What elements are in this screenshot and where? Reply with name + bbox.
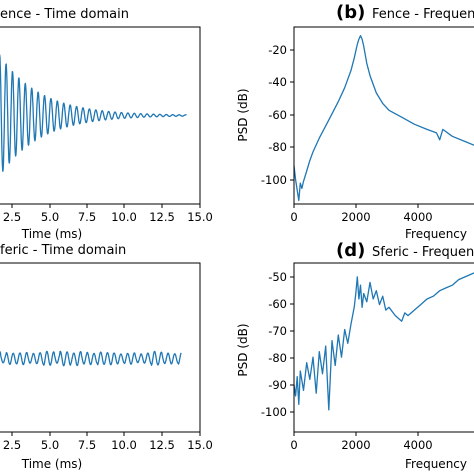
panel-c-xtick-label: 7.5 — [78, 438, 96, 452]
panel-a-xtick-label: 12.5 — [149, 210, 175, 224]
panel-c-xtick-label: 15.0 — [187, 438, 213, 452]
panel-c: feric - Time domain 2.5 5.0 7.5 10.0 12.… — [0, 243, 213, 471]
panel-a-xtick-label: 15.0 — [187, 210, 213, 224]
panel-d-ytick-label: -80 — [268, 351, 287, 365]
panel-d-letter: (d) — [336, 240, 365, 261]
panel-c-xtick-label: 10.0 — [111, 438, 137, 452]
panel-a-xtick-label: 7.5 — [78, 210, 96, 224]
panel-b-xtick-label: 0 — [290, 210, 297, 224]
panel-b-xlabel: Frequency — [405, 227, 467, 241]
panel-d-ytick-label: -90 — [268, 378, 287, 392]
panel-d-ytick-label: -60 — [268, 297, 287, 311]
panel-d-series-line — [293, 272, 474, 411]
panel-d-title: Sferic - Frequen — [372, 245, 474, 260]
panel-c-xtick-label: 12.5 — [149, 438, 175, 452]
panel-b-ylabel: PSD (dB) — [236, 88, 250, 141]
panel-c-title: feric - Time domain — [0, 243, 126, 258]
panel-c-plot-frame — [0, 262, 201, 433]
panel-b-letter: (b) — [336, 2, 365, 23]
panel-b-ytick-label: -100 — [261, 173, 287, 187]
panel-d: (d) Sferic - Frequen PSD (dB) -50 -60 -7… — [236, 240, 474, 471]
panel-a-series-line — [0, 54, 187, 172]
panel-d-ylabel: PSD (dB) — [236, 323, 250, 376]
panel-c-xtick-label: 5.0 — [41, 438, 59, 452]
panel-d-xtick-label: 2000 — [341, 438, 370, 452]
panel-b-xtick-label: 4000 — [403, 210, 432, 224]
panel-d-ytick-label: -70 — [268, 324, 287, 338]
panel-c-series-line — [0, 350, 182, 367]
panel-a-plot-frame — [0, 26, 201, 205]
panel-a-xlabel: Time (ms) — [21, 227, 83, 241]
panel-d-xlabel: Frequency — [405, 457, 467, 471]
panel-b-ytick-label: -60 — [268, 108, 287, 122]
panel-d-ytick-label: -50 — [268, 270, 287, 284]
panel-b-xtick-label: 2000 — [341, 210, 370, 224]
panel-b-series-line — [293, 35, 474, 202]
panel-a: ence - Time domain 2.5 5.0 7.5 10.0 12.5… — [0, 7, 213, 241]
panel-b-ytick-label: -40 — [268, 75, 287, 89]
panel-a-xtick-label: 10.0 — [111, 210, 137, 224]
panel-c-xlabel: Time (ms) — [21, 457, 83, 471]
panel-d-xtick-label: 4000 — [403, 438, 432, 452]
panel-b-ytick-label: -20 — [268, 43, 287, 57]
panel-a-xtick-label: 2.5 — [3, 210, 21, 224]
panel-d-plot-frame — [293, 262, 474, 433]
panel-c-xtick-label: 2.5 — [3, 438, 21, 452]
panel-b-ytick-label: -80 — [268, 140, 287, 154]
panel-d-xtick-label: 0 — [290, 438, 297, 452]
panel-a-xtick-label: 5.0 — [41, 210, 59, 224]
panel-b-plot-frame — [293, 26, 474, 205]
panel-b-title: Fence - Frequen — [372, 7, 474, 22]
panel-d-ytick-label: -100 — [261, 405, 287, 419]
panel-a-title: ence - Time domain — [0, 7, 129, 22]
panel-b: (b) Fence - Frequen PSD (dB) -20 -40 -60… — [236, 2, 474, 241]
